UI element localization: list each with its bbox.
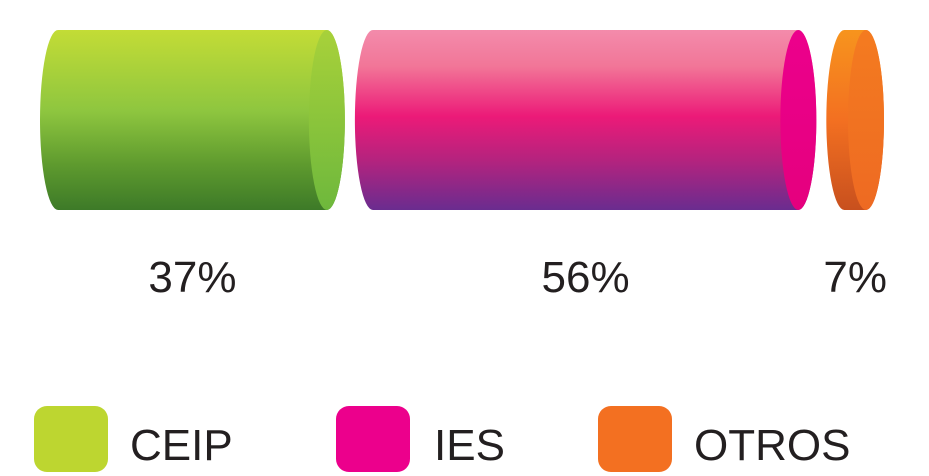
bar-cap-ies: [780, 30, 817, 210]
legend-label-otros: OTROS: [694, 421, 850, 470]
value-label-otros: 7%: [823, 253, 887, 302]
legend-label-ies: IES: [434, 421, 505, 470]
bar-cap-otros: [848, 30, 884, 210]
legend-swatch-ies: [336, 406, 410, 472]
legend-item-otros: OTROS: [598, 406, 850, 472]
legend-swatch-otros: [598, 406, 672, 472]
legend-item-ceip: CEIP: [34, 406, 233, 472]
legend-label-ceip: CEIP: [130, 421, 233, 470]
bar-otros: [826, 30, 884, 210]
value-label-ceip: 37%: [148, 253, 236, 302]
value-label-ies: 56%: [542, 253, 630, 302]
bar-body-ies: [354, 30, 817, 211]
bar-ceip: [40, 30, 345, 211]
bar-cap-ceip: [308, 30, 345, 210]
bar-body-ceip: [40, 30, 345, 211]
legend-swatch-ceip: [34, 406, 108, 472]
bar-ies: [354, 30, 817, 211]
legend-item-ies: IES: [336, 406, 505, 472]
